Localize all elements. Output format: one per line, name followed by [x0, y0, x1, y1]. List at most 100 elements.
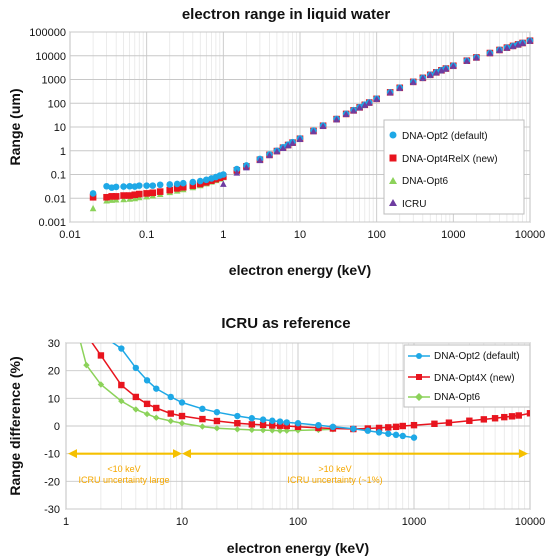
difference-point-s1 [491, 415, 499, 422]
range-point-s0 [135, 182, 143, 189]
range-point-s1 [112, 193, 120, 200]
range-chart-title: electron range in liquid water [182, 6, 391, 23]
difference-point-s1 [501, 413, 508, 421]
range-point-s0 [196, 177, 204, 185]
difference-point-s1 [480, 416, 488, 423]
range-point-s3 [342, 110, 350, 118]
difference-point-s0 [167, 393, 174, 401]
difference-point-s1 [431, 420, 438, 427]
difference-point-s0 [143, 377, 151, 384]
range-point-s3 [433, 69, 440, 76]
range-point-s3 [386, 89, 394, 96]
range-point-s3 [396, 84, 404, 91]
legend-diamond-marker [415, 393, 423, 401]
difference-point-s2 [167, 417, 174, 425]
arrow-head-right [173, 449, 182, 459]
range-point-s3 [296, 135, 304, 143]
difference-legend-label-1: DNA-Opt2 (default) [434, 351, 520, 362]
difference-point-s1 [143, 400, 151, 408]
y-tick-label: 0.001 [38, 217, 66, 229]
y-tick-label: -30 [44, 504, 60, 516]
legend-square-marker [389, 154, 397, 162]
range-legend-label-1: DNA-Opt2 (default) [402, 131, 488, 142]
difference-point-s0 [259, 416, 267, 423]
range-point-s3 [509, 42, 517, 49]
range-point-s2 [120, 196, 127, 203]
difference-point-s2 [178, 420, 186, 427]
difference-point-s2 [199, 423, 206, 430]
range-chart: electron range in liquid water 0.01 0.1 1 1… [7, 6, 545, 278]
difference-point-s1 [399, 422, 406, 430]
difference-point-s1 [178, 412, 186, 420]
difference-point-s0 [118, 345, 125, 352]
difference-point-s0 [329, 423, 337, 431]
range-point-s3 [473, 54, 480, 61]
x-tick-label: 10 [294, 229, 306, 241]
range-legend: DNA-Opt2 (default) DNA-Opt4RelX (new) DN… [383, 119, 525, 215]
range-point-s0 [189, 178, 197, 186]
range-point-s3 [496, 46, 503, 53]
range-point-s3 [426, 71, 434, 78]
range-point-s3 [442, 65, 450, 72]
range-point-s1 [120, 192, 127, 199]
range-legend-label-3: DNA-Opt6 [402, 176, 449, 187]
range-point-s3 [486, 49, 494, 57]
range-point-s3 [289, 139, 296, 146]
x-tick-label: 10 [176, 516, 188, 528]
difference-point-s0 [392, 431, 400, 439]
difference-point-s0 [132, 364, 140, 372]
difference-point-s0 [98, 332, 104, 338]
uncertainty-arrows [68, 449, 528, 459]
range-point-s3 [350, 107, 357, 114]
range-y-axis-title: Range (um) [7, 89, 23, 166]
difference-point-s1 [410, 421, 418, 429]
range-point-s1 [166, 186, 174, 194]
difference-point-s0 [199, 405, 206, 413]
y-tick-label: 20 [48, 366, 60, 378]
range-point-s3 [519, 39, 526, 46]
range-point-s0 [103, 182, 110, 190]
difference-point-s2 [259, 426, 267, 434]
difference-chart: ICRU as reference 1 10 100 1000 10000 302010… [7, 315, 545, 556]
difference-point-s1 [234, 420, 241, 427]
range-legend-label-2: DNA-Opt4RelX (new) [402, 154, 498, 165]
difference-point-s0 [269, 417, 276, 424]
difference-point-s1 [445, 419, 453, 426]
x-tick-label: 0.01 [59, 229, 80, 241]
arrow-head-right [519, 449, 528, 459]
difference-point-s0 [350, 425, 357, 432]
difference-legend-label-2: DNA-Opt4X (new) [434, 373, 515, 384]
difference-point-s1 [526, 410, 530, 417]
difference-point-s2 [248, 426, 256, 434]
range-point-s1 [89, 193, 97, 201]
range-point-s3 [438, 67, 445, 74]
range-point-s1 [108, 193, 116, 200]
x-tick-label: 1 [220, 229, 226, 241]
range-point-s0 [173, 180, 181, 188]
range-point-s1 [126, 192, 133, 199]
difference-point-s1 [269, 422, 276, 429]
range-point-s1 [156, 188, 164, 195]
difference-point-s1 [97, 352, 105, 359]
difference-point-s1 [132, 393, 140, 401]
difference-y-ticks: 30 20 10 0 -10 -20 -30 [44, 338, 60, 516]
range-point-s0 [203, 176, 210, 184]
difference-point-s1 [294, 423, 302, 431]
range-point-s3 [273, 147, 281, 155]
difference-point-s0 [410, 434, 418, 441]
range-y-ticks: 0.001 0.01 0.1 1 10 100 1000 10000 100000 [29, 27, 66, 229]
range-point-s3 [526, 37, 534, 44]
difference-point-s0 [178, 399, 186, 406]
range-point-s3 [409, 78, 417, 85]
legend-circle-marker [389, 131, 397, 139]
difference-point-s2 [118, 397, 125, 405]
difference-point-s1 [213, 417, 221, 425]
difference-point-s1 [118, 381, 125, 389]
range-point-s0 [220, 171, 227, 178]
annotation-low-energy-line1: <10 keV [107, 464, 140, 474]
range-point-s1 [135, 190, 143, 198]
difference-point-s0 [399, 432, 406, 440]
difference-point-s2 [132, 406, 140, 413]
range-point-s0 [179, 179, 187, 187]
range-point-s1 [131, 191, 139, 199]
